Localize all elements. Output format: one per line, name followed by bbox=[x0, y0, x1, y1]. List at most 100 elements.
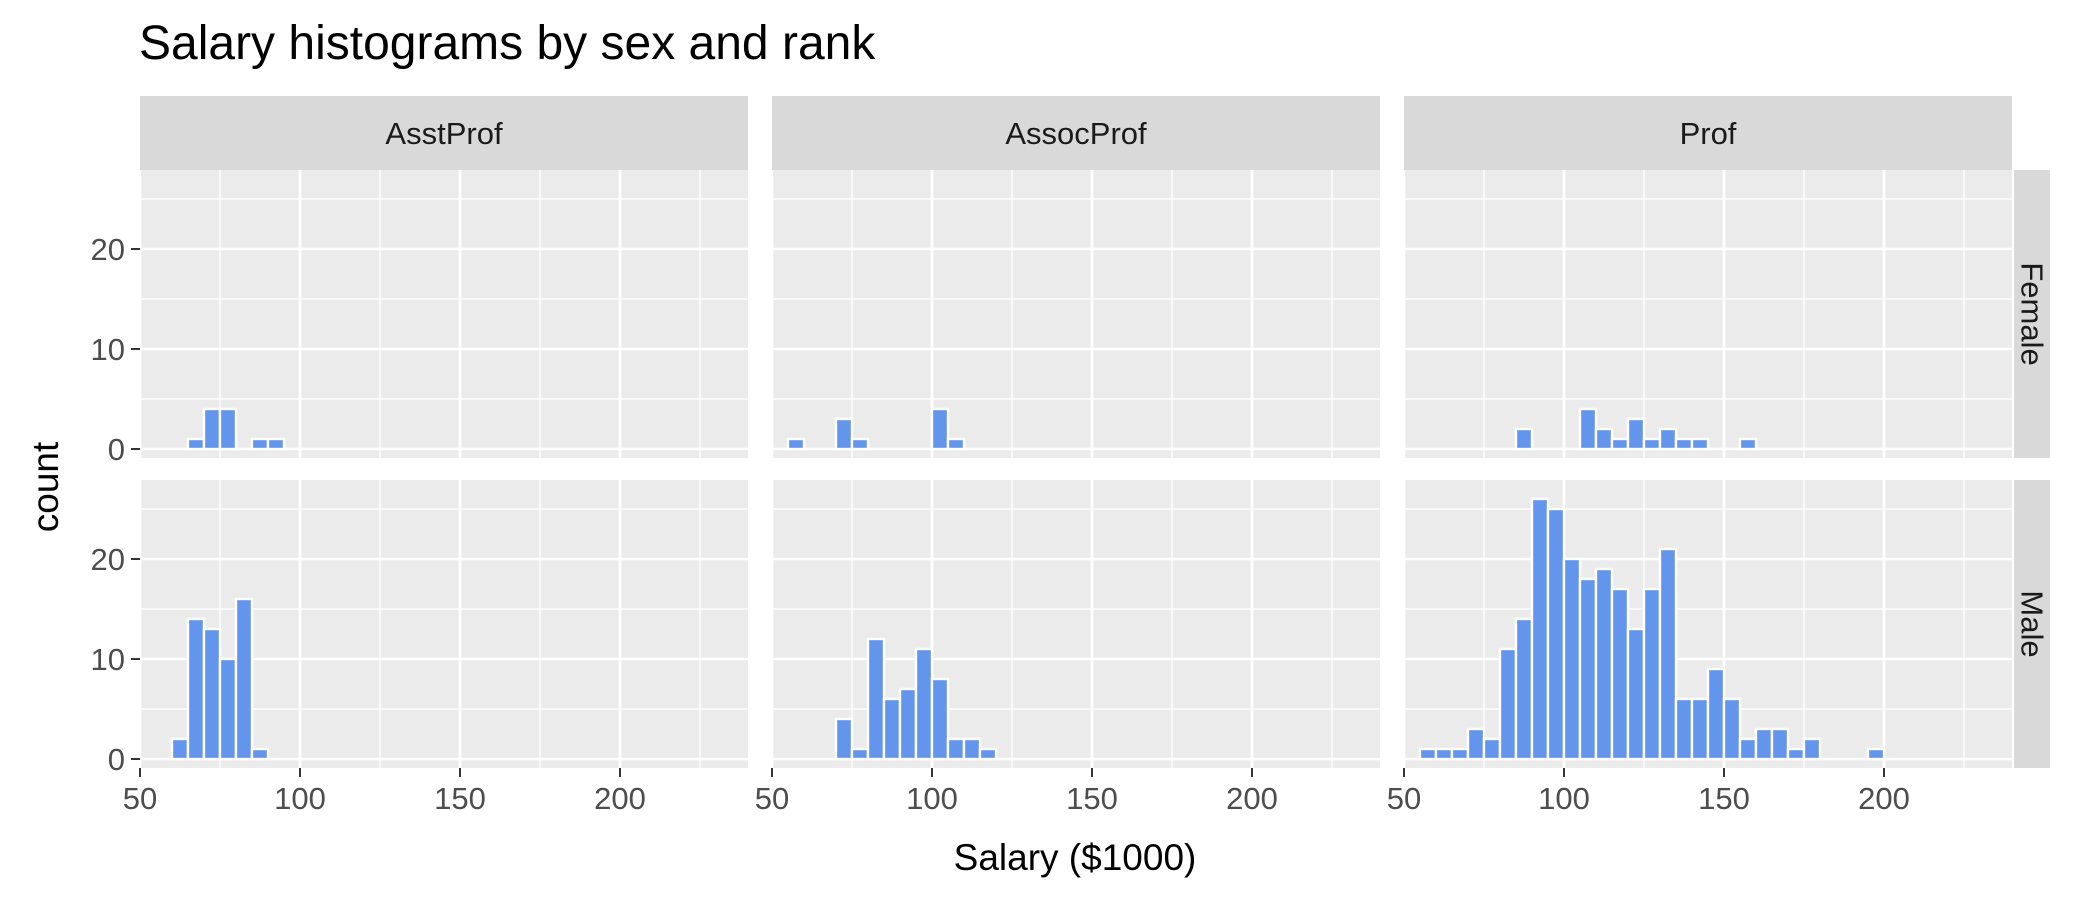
histogram-bar bbox=[1594, 567, 1614, 761]
histogram-bar bbox=[1690, 697, 1710, 761]
strip-asstprof-label: AsstProf bbox=[385, 116, 503, 151]
histogram-bar bbox=[250, 747, 270, 761]
histogram-bar bbox=[898, 687, 918, 761]
x-tick-label: 100 bbox=[1538, 781, 1590, 816]
strip-prof-label: Prof bbox=[1680, 116, 1737, 151]
histogram-bar bbox=[930, 677, 950, 761]
x-tick-label: 150 bbox=[434, 781, 486, 816]
histogram-bar bbox=[266, 437, 286, 451]
y-tick-label: 10 bbox=[91, 332, 125, 367]
y-tick-label: 20 bbox=[91, 232, 125, 267]
histogram-bar bbox=[1642, 587, 1662, 761]
x-tick-label: 200 bbox=[594, 781, 646, 816]
histogram-bar bbox=[234, 597, 254, 761]
histogram-bar bbox=[186, 437, 206, 451]
x-axis-title: Salary ($1000) bbox=[954, 837, 1197, 878]
y-tick-label: 20 bbox=[91, 542, 125, 577]
y-tick-label: 0 bbox=[108, 742, 125, 777]
strip-asstprof-background bbox=[140, 96, 748, 170]
histogram-bar bbox=[1706, 667, 1726, 761]
histogram-bar bbox=[1690, 437, 1710, 451]
strip-prof-background bbox=[1404, 96, 2012, 170]
x-tick-label: 200 bbox=[1226, 781, 1278, 816]
panel-assocprof-female bbox=[770, 170, 1380, 458]
histogram-bar bbox=[1610, 587, 1630, 761]
histogram-bar bbox=[914, 647, 934, 761]
histogram-bar bbox=[1802, 737, 1822, 761]
histogram-bar bbox=[1578, 577, 1598, 761]
panel-prof-male bbox=[1402, 480, 2012, 768]
histogram-bar bbox=[978, 747, 998, 761]
panel-assocprof-male bbox=[770, 480, 1380, 768]
histogram-bar bbox=[1450, 747, 1470, 761]
histogram-bar bbox=[834, 417, 854, 451]
histogram-bar bbox=[250, 437, 270, 451]
x-tick-label: 100 bbox=[274, 781, 326, 816]
histogram-bar bbox=[1626, 417, 1646, 451]
panel-asstprof-male bbox=[138, 480, 748, 768]
histogram-bar bbox=[1674, 697, 1694, 761]
histogram-bar bbox=[1770, 727, 1790, 761]
histogram-bar bbox=[1498, 647, 1518, 761]
histogram-bar bbox=[946, 437, 966, 451]
histogram-bar bbox=[1434, 747, 1454, 761]
histogram-bar bbox=[1658, 547, 1678, 761]
panel-asstprof-female bbox=[138, 170, 748, 458]
histogram-bar bbox=[202, 627, 222, 761]
histogram-bar bbox=[1722, 697, 1742, 761]
strip-female-background bbox=[2014, 170, 2050, 458]
x-tick-label: 50 bbox=[1387, 781, 1421, 816]
histogram-bar bbox=[946, 737, 966, 761]
histogram-bar bbox=[850, 747, 870, 761]
histogram-bar bbox=[1738, 437, 1758, 451]
histogram-bar bbox=[218, 657, 238, 761]
strip-male-background bbox=[2014, 480, 2050, 768]
histogram-bar bbox=[1658, 427, 1678, 451]
facet-panels bbox=[138, 170, 2012, 768]
histogram-bar bbox=[1754, 727, 1774, 761]
panel-background bbox=[772, 480, 1380, 768]
strip-assocprof-background bbox=[772, 96, 1380, 170]
histogram-bar bbox=[186, 617, 206, 761]
histogram-bar bbox=[1610, 437, 1630, 451]
histogram-bar bbox=[930, 407, 950, 451]
histogram-bar bbox=[834, 717, 854, 761]
histogram-bar bbox=[1546, 507, 1566, 761]
histogram-bar bbox=[850, 437, 870, 451]
histogram-bar bbox=[1514, 427, 1534, 451]
y-tick-label: 10 bbox=[91, 642, 125, 677]
histogram-bar bbox=[786, 437, 806, 451]
histogram-bar bbox=[1594, 427, 1614, 451]
histogram-bar bbox=[1738, 737, 1758, 761]
facet-strips: AsstProf AssocProf Prof Female Male bbox=[140, 96, 2050, 768]
strip-male-label: Male bbox=[2015, 590, 2050, 657]
histogram-bar bbox=[218, 407, 238, 451]
panel-background bbox=[140, 170, 748, 458]
histogram-bar bbox=[1626, 627, 1646, 761]
strip-female-label: Female bbox=[2015, 262, 2050, 365]
x-tick-label: 150 bbox=[1698, 781, 1750, 816]
panel-prof-female bbox=[1402, 170, 2012, 458]
y-tick-label: 0 bbox=[108, 432, 125, 467]
histogram-bar bbox=[866, 637, 886, 761]
histogram-bar bbox=[1530, 497, 1550, 761]
histogram-bar bbox=[1578, 407, 1598, 451]
histogram-bar bbox=[1786, 747, 1806, 761]
histogram-bar bbox=[882, 697, 902, 761]
panel-background bbox=[1404, 170, 2012, 458]
histogram-bar bbox=[1642, 437, 1662, 451]
x-tick-label: 100 bbox=[906, 781, 958, 816]
chart-title: Salary histograms by sex and rank bbox=[139, 17, 876, 70]
x-tick-label: 200 bbox=[1858, 781, 1910, 816]
x-tick-label: 150 bbox=[1066, 781, 1118, 816]
x-tick-label: 50 bbox=[123, 781, 157, 816]
histogram-bar bbox=[1482, 737, 1502, 761]
histogram-bar bbox=[1562, 557, 1582, 761]
histogram-bar bbox=[1418, 747, 1438, 761]
histogram-bar bbox=[1514, 617, 1534, 761]
histogram-bar bbox=[170, 737, 190, 761]
histogram-bar bbox=[1866, 747, 1886, 761]
histogram-bar bbox=[962, 737, 982, 761]
